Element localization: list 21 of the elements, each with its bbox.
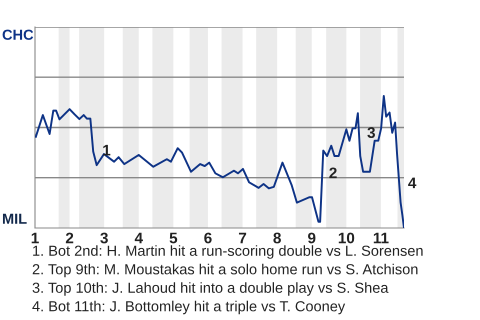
text: 3. Top 10th: J. Lahoud hit into a double play vs S. Shea: [32, 282, 388, 296]
x-tick-label: 8: [273, 232, 281, 244]
text: 2. Top 9th: M. Moustakas hit a solo home run vs S. Atchison: [32, 264, 418, 278]
x-tick-label: 11: [374, 232, 389, 244]
x-tick-label: 1: [32, 232, 39, 244]
annotation: 3: [367, 127, 375, 138]
text: 4. Bot 11th: J. Bottomley hit a triple vs T. Cooney: [32, 300, 346, 314]
x-tick-label: 6: [204, 232, 212, 244]
annotation: 4: [408, 178, 416, 188]
x-tick-label: 3: [100, 232, 108, 244]
x-tick-label: 9: [308, 232, 316, 244]
x-tick-label: 7: [238, 232, 246, 244]
annotation: 1: [103, 144, 110, 156]
text: CHC: [2, 30, 34, 40]
text: 1. Bot 2nd: H. Martin hit a run-scoring double vs L. Sorensen: [33, 245, 423, 259]
x-tick-label: 2: [66, 232, 74, 244]
x-tick-label: 4: [134, 232, 143, 244]
x-tick-label: 5: [170, 232, 178, 244]
annotation: 2: [329, 167, 337, 178]
text: MIL: [2, 214, 27, 224]
x-tick-label: 10: [338, 232, 354, 244]
